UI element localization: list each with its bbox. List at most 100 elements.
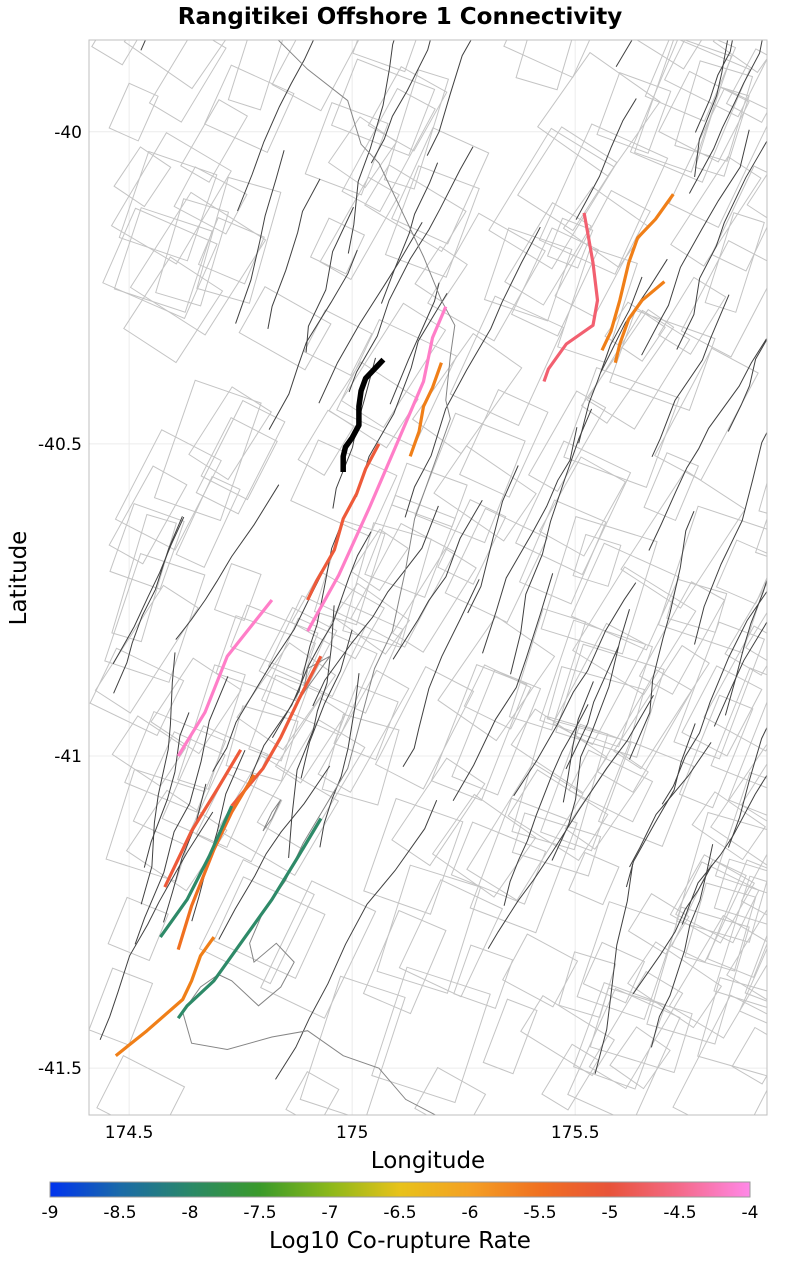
subsection-outline (89, 647, 185, 737)
subsection-outline (444, 507, 548, 623)
fault-trace (212, 565, 327, 772)
fault-trace (237, 40, 315, 212)
subsection-outline (658, 276, 727, 355)
colorbar-tick-label: -9 (42, 1203, 59, 1223)
rupture-trace-8 (114, 936, 216, 1057)
subsection-outline (537, 51, 661, 177)
fault-trace (402, 579, 480, 768)
subsection-outline (124, 710, 227, 813)
subsection-outline (297, 409, 355, 476)
colorbar (49, 1181, 751, 1198)
subsection-outline (488, 127, 615, 270)
fault-trace (513, 582, 637, 797)
subsection-outline (238, 286, 332, 371)
plot-frame (88, 39, 768, 1116)
fault-trace (724, 578, 767, 716)
subsection-outline (563, 367, 680, 489)
colorbar-tick-label: -8 (182, 1203, 199, 1223)
subsection-outline (427, 212, 546, 342)
subsection-outline (374, 666, 475, 790)
subsection-outline (724, 582, 767, 676)
subsection-outline (510, 227, 599, 337)
subsection-outline (703, 625, 767, 752)
fault-trace (487, 695, 654, 949)
subsection-outline (627, 941, 723, 1029)
x-axis-ticks: 174.5 175 175.5 (105, 1123, 600, 1143)
subsection-outline (680, 240, 767, 358)
subsection-outline (383, 69, 450, 190)
fault-trace (380, 162, 439, 304)
fault-trace (694, 431, 767, 645)
colorbar-tick-label: -6 (462, 1203, 479, 1223)
subsection-outline (411, 332, 523, 455)
subsection-outline (363, 797, 464, 915)
subsection-outline (713, 858, 767, 925)
subsection-outline (321, 713, 400, 806)
fault-trace (175, 484, 280, 640)
fault-trace (510, 408, 593, 675)
subsection-outline (260, 617, 378, 737)
subsection-outline (450, 821, 547, 905)
subsection-outline (697, 976, 767, 1077)
subsection-outline (572, 533, 622, 587)
subsection-outline (691, 791, 766, 861)
fault-trace (629, 511, 695, 760)
subsection-outline (225, 705, 299, 782)
subsection-outline (113, 146, 172, 208)
subsection-outline (203, 64, 295, 154)
subsection-outline (328, 361, 419, 449)
rupture-traces (114, 193, 675, 1057)
subsection-outline (466, 762, 584, 901)
subsection-outline (675, 861, 760, 944)
x-tick-label: 175.5 (551, 1123, 600, 1143)
subsection-outline (330, 58, 436, 157)
subsection-outline (609, 1026, 671, 1090)
subsection-outline (453, 944, 514, 1010)
subsection-outline (538, 123, 669, 275)
fault-trace (600, 258, 668, 373)
fault-trace (482, 427, 578, 654)
y-tick-label: -40.5 (38, 435, 82, 455)
subsection-outline (414, 245, 468, 303)
subsection-outline (712, 40, 767, 74)
subsection-outline (180, 99, 248, 183)
subsection-outline (515, 440, 632, 576)
subsection-outline (431, 793, 537, 898)
subsection-outline (567, 987, 681, 1115)
subsection-outline (710, 667, 767, 789)
fault-trace (562, 681, 594, 803)
colorbar-tick-label: -4.5 (663, 1203, 696, 1223)
subsection-outline (658, 70, 750, 163)
fault-trace (578, 276, 643, 444)
fault-trace (99, 811, 214, 1040)
fault-trace (389, 282, 440, 405)
subsection-outline (727, 700, 767, 816)
subsection-outline (710, 165, 767, 272)
subsection-outline (350, 528, 409, 592)
subsection-outline (504, 202, 592, 306)
subsection-outline (196, 176, 282, 304)
subsection-outline (109, 502, 185, 590)
fault-trace (288, 605, 335, 858)
fault-trace (312, 505, 439, 707)
subsection-outline (96, 1055, 186, 1115)
colorbar-tick-label: -7 (322, 1203, 339, 1223)
subsection-outline (258, 606, 338, 695)
subsection-outline (675, 811, 767, 943)
subsection-outline (502, 933, 579, 1008)
fault-trace (163, 783, 207, 923)
subsection-outline (371, 966, 491, 1104)
subsection-outline (430, 664, 528, 801)
subsection-outline (290, 571, 385, 660)
subsection-outline (437, 615, 556, 742)
subsection-outline (367, 66, 448, 152)
subsection-outline (613, 644, 710, 770)
subsection-outline (710, 744, 767, 866)
subsection-outline (304, 101, 389, 196)
subsection-outline (256, 719, 366, 851)
subsection-outline (555, 643, 665, 758)
subsection-outline (554, 189, 651, 318)
fault-trace (551, 609, 630, 861)
subsection-outline (227, 40, 284, 111)
